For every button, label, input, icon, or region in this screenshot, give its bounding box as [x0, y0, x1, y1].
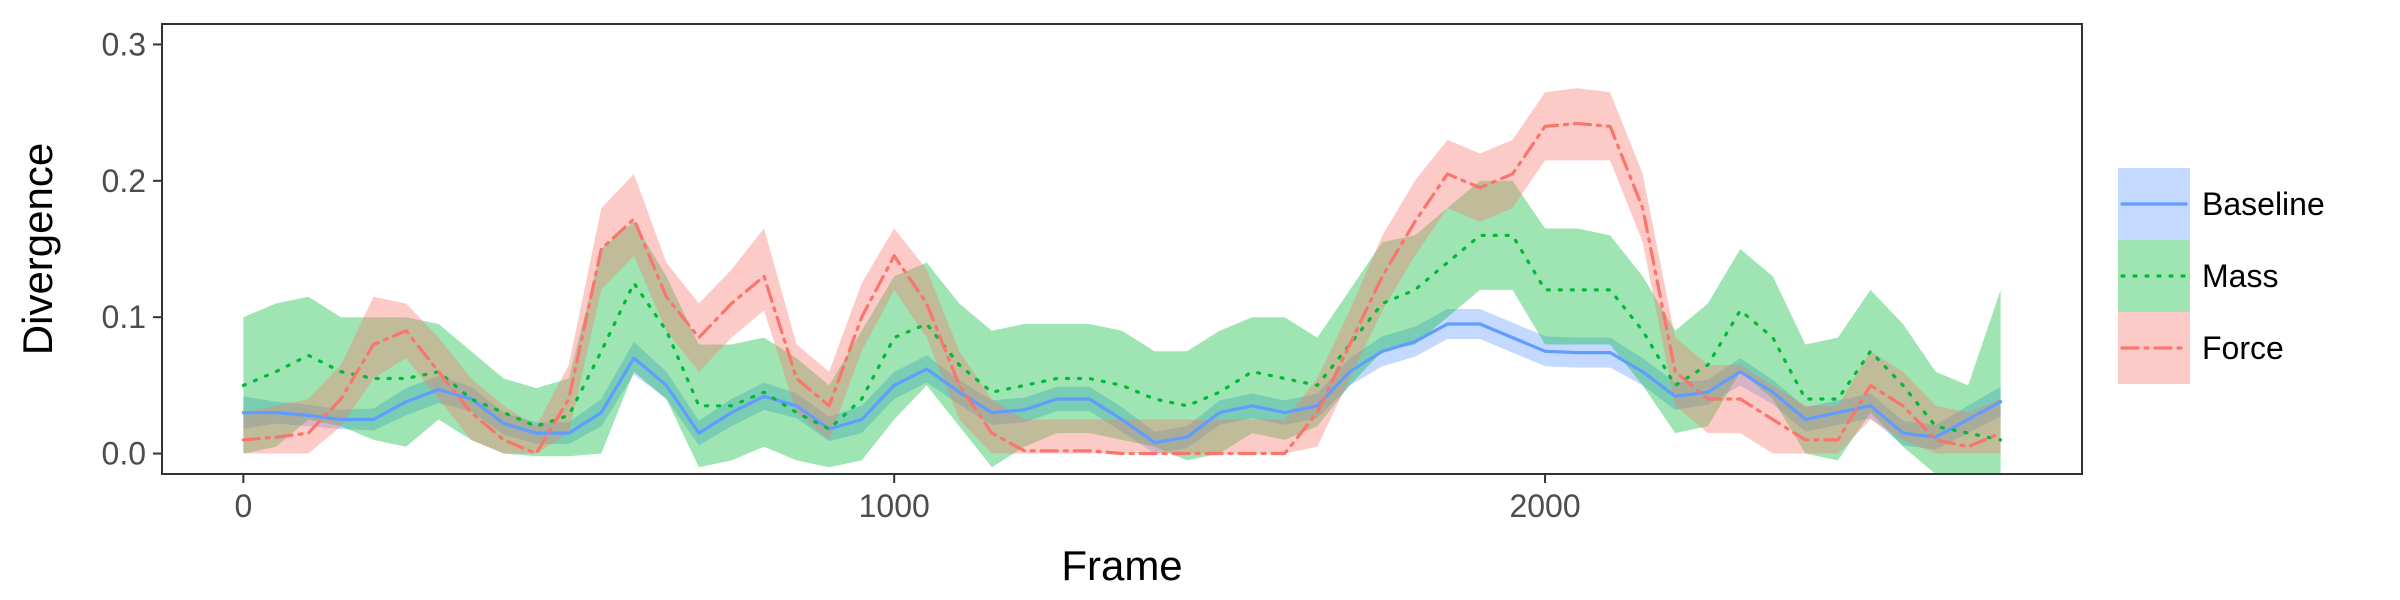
- y-tick-label: 0.2: [102, 163, 146, 199]
- legend-item-baseline: Baseline: [2118, 168, 2325, 240]
- x-tick-label: 1000: [859, 488, 930, 524]
- x-tick-label: 2000: [1509, 488, 1580, 524]
- x-axis-title: Frame: [1061, 542, 1182, 589]
- y-tick-label: 0.3: [102, 26, 146, 62]
- legend-item-mass: Mass: [2118, 240, 2278, 312]
- y-axis: 0.0 0.1 0.2 0.3: [102, 26, 162, 472]
- x-tick-label: 0: [234, 488, 252, 524]
- mass-line: [241, 233, 2003, 442]
- x-axis: 0 1000 2000: [234, 474, 1581, 524]
- y-tick-label: 0.0: [102, 436, 146, 472]
- baseline-ribbon: [243, 309, 2001, 454]
- legend-label-force: Force: [2202, 330, 2284, 366]
- legend: Baseline Mass Force: [2118, 168, 2325, 384]
- y-axis-title: Divergence: [14, 143, 61, 355]
- legend-key-mass: [2118, 240, 2190, 312]
- plot-panel-border: [161, 23, 2083, 475]
- legend-label-mass: Mass: [2202, 258, 2278, 294]
- baseline-line: [241, 322, 2003, 445]
- series-lines: [241, 121, 2003, 456]
- plot-background: [162, 24, 2082, 474]
- y-tick-label: 0.1: [102, 299, 146, 335]
- legend-item-force: Force: [2118, 312, 2284, 384]
- mass-ribbon: [243, 180, 2001, 474]
- legend-label-baseline: Baseline: [2202, 186, 2325, 222]
- force-line: [241, 121, 2003, 456]
